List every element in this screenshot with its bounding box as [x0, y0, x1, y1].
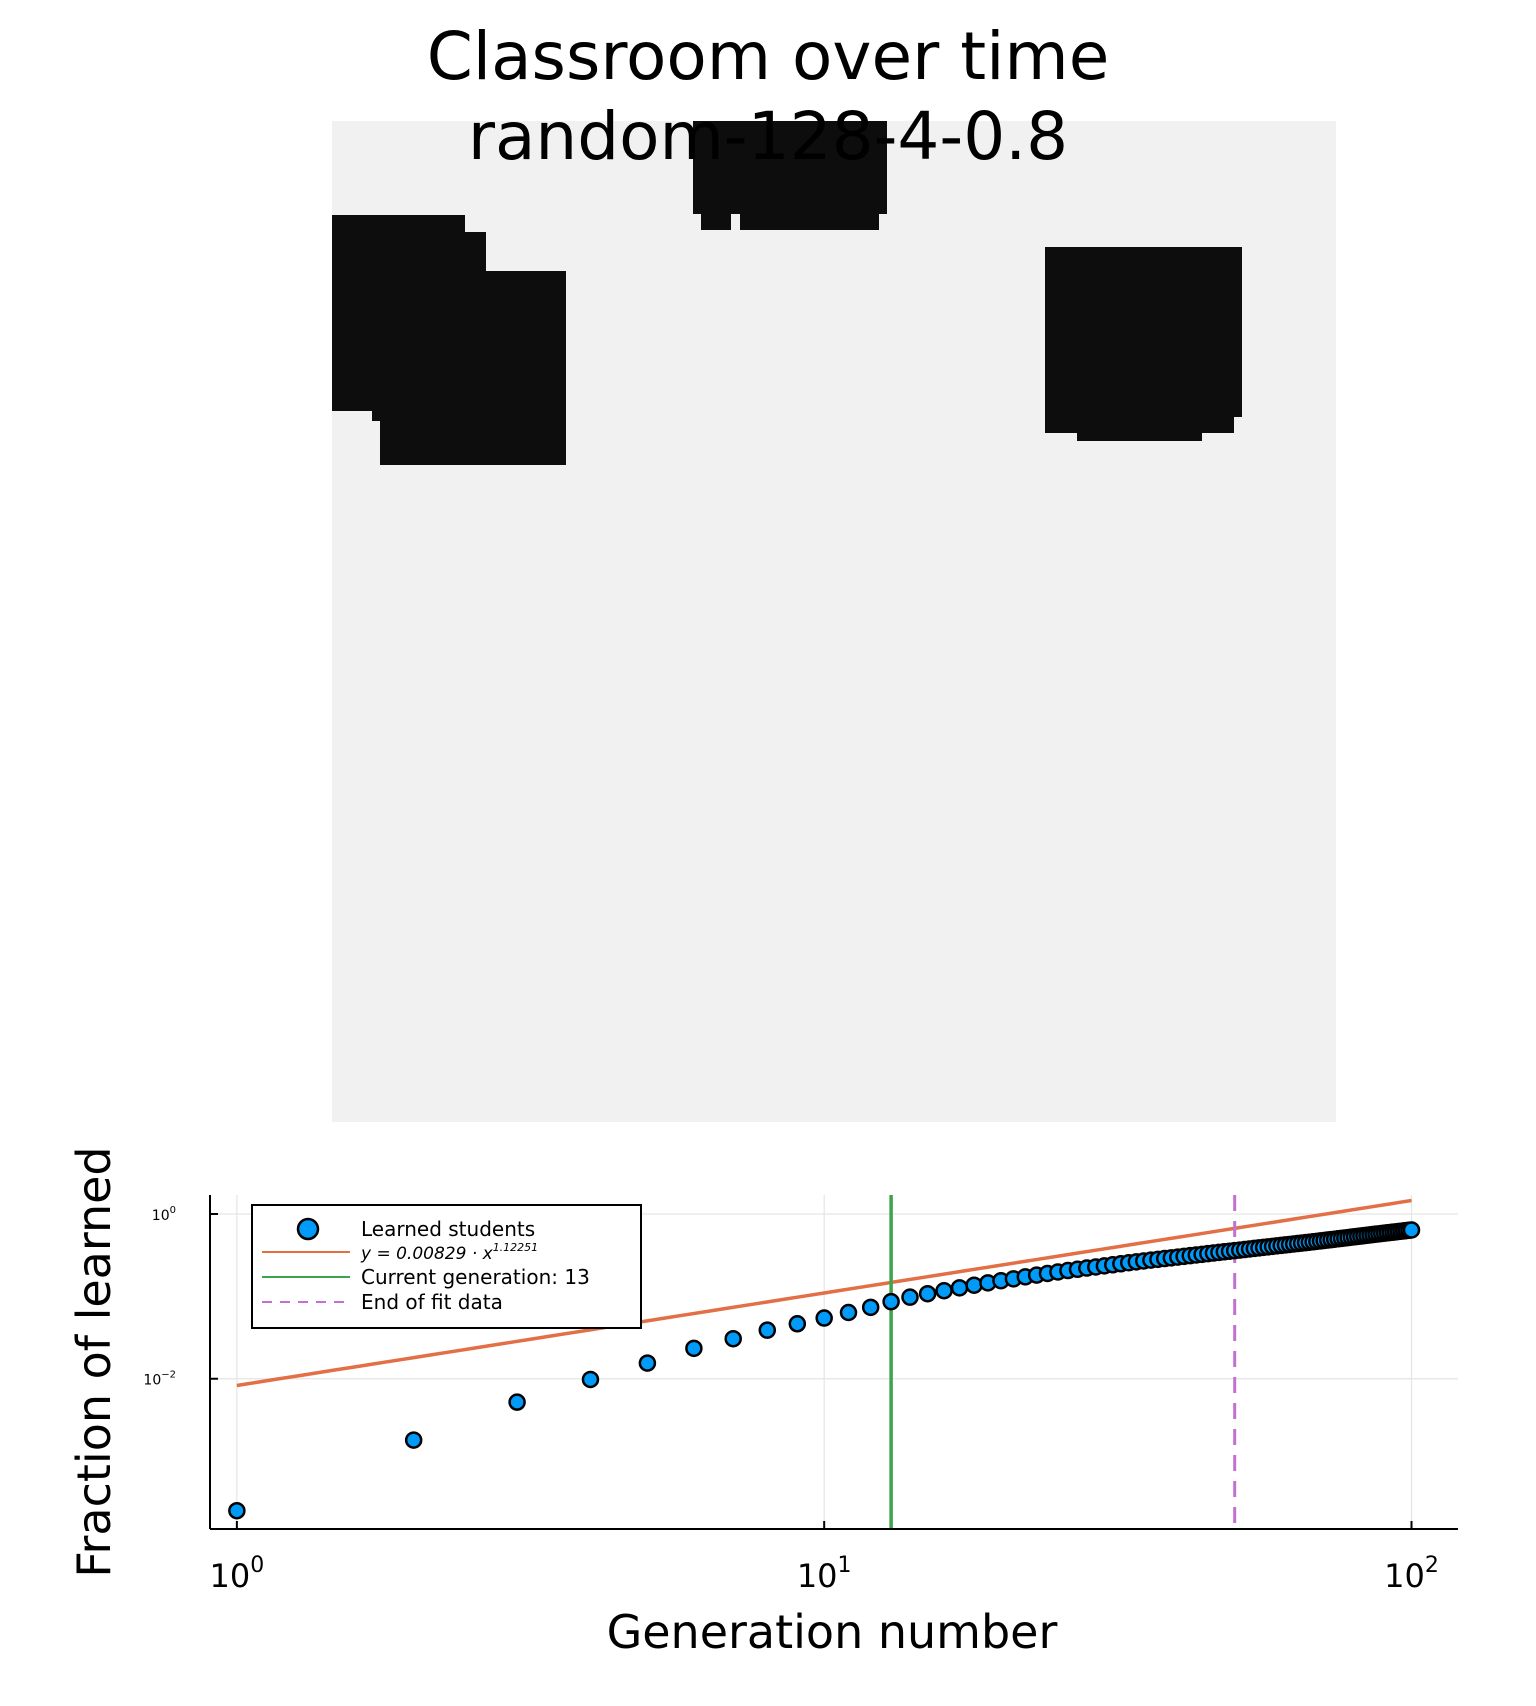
y-tick-label: 100: [152, 1205, 176, 1224]
y-tick-label: 10−2: [143, 1370, 176, 1389]
legend-label-current: Current generation: 13: [361, 1265, 590, 1289]
x-axis-label: Generation number: [607, 1605, 1058, 1659]
x-tick-label: 100: [210, 1553, 265, 1595]
legend-marker-learned: [296, 1217, 320, 1241]
data-point: [815, 1309, 833, 1327]
data-point: [861, 1298, 880, 1317]
learned-cluster: [1072, 405, 1212, 433]
x-tick-label: 101: [797, 1553, 852, 1595]
data-point: [508, 1393, 526, 1411]
learned-cluster: [380, 371, 558, 457]
data-point: [839, 1303, 858, 1322]
chart-title-line-1: Classroom over time: [426, 18, 1110, 95]
fit-line: [236, 1198, 1412, 1388]
data-point: [950, 1279, 969, 1297]
axes: 100 101 102 10−2 100: [143, 1195, 1458, 1595]
data-point: [918, 1284, 937, 1303]
data-point: [901, 1288, 919, 1306]
data-point: [935, 1281, 953, 1300]
data-point: [1402, 1221, 1421, 1239]
data-point: [788, 1315, 807, 1333]
scatter-points: [228, 1221, 1421, 1520]
x-tick-label: 102: [1384, 1553, 1439, 1595]
data-point: [581, 1370, 600, 1389]
data-point: [638, 1354, 657, 1372]
learned-cluster: [701, 121, 731, 230]
legend-label-end-fit: End of fit data: [361, 1290, 503, 1314]
data-point: [965, 1276, 983, 1294]
y-axis-label: Fraction of learned: [67, 1146, 121, 1577]
legend: Learned students y = 0.00829 · x1.12251 …: [251, 1204, 642, 1329]
learned-cluster: [740, 121, 879, 230]
data-point: [685, 1339, 703, 1358]
data-point: [404, 1431, 423, 1449]
legend-label-fit: y = 0.00829 · x1.12251: [360, 1241, 538, 1264]
chart-title-line-2: random-128-4-0.8: [467, 98, 1069, 175]
legend-label-learned: Learned students: [361, 1217, 535, 1241]
classroom-grid: [332, 121, 1336, 1122]
data-point: [882, 1292, 900, 1311]
data-point: [228, 1501, 246, 1520]
data-point: [758, 1321, 777, 1339]
data-point: [724, 1329, 742, 1348]
